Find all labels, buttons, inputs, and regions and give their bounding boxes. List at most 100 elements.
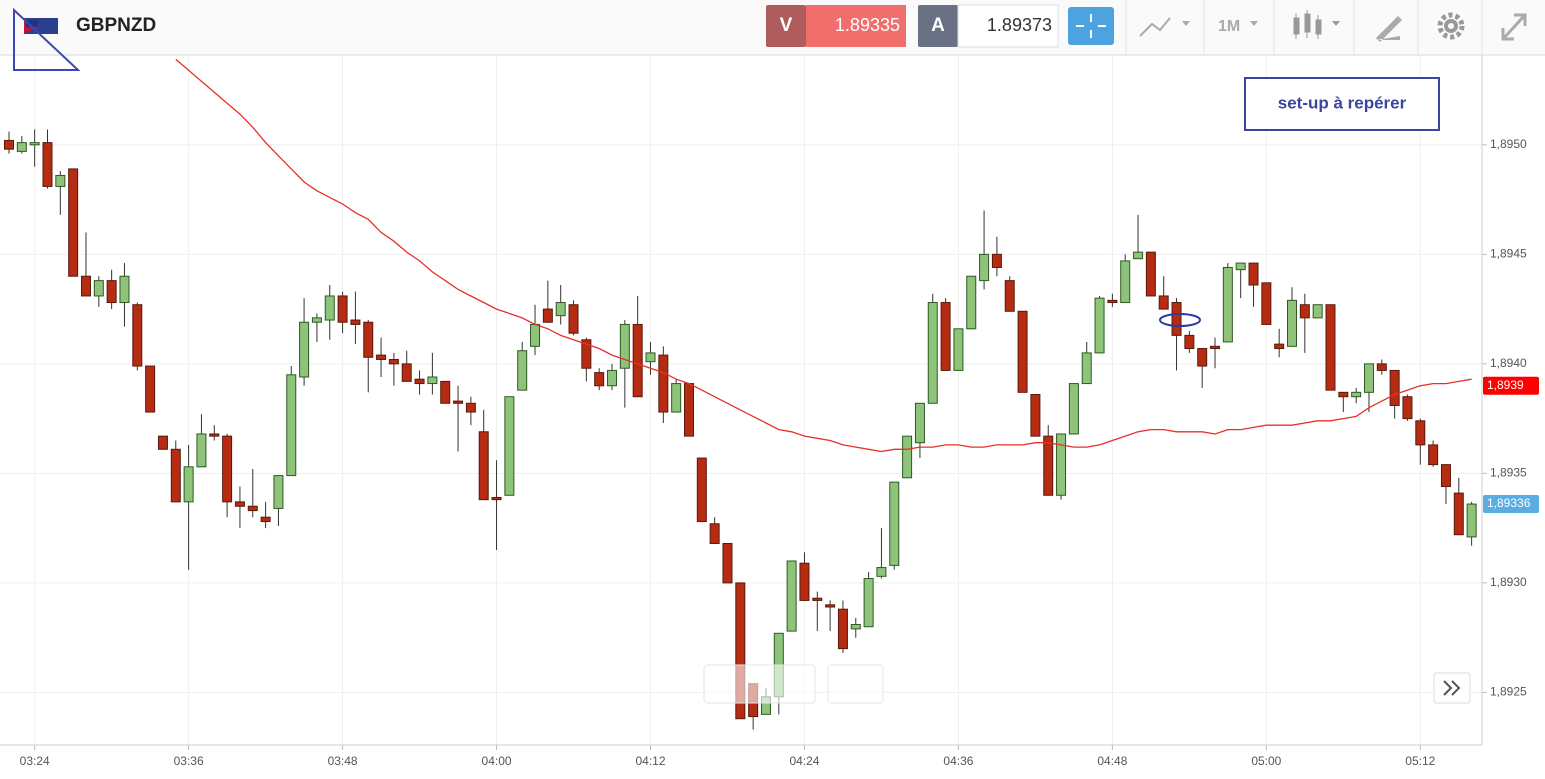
candle-body	[863, 578, 874, 628]
candle-body	[42, 142, 53, 187]
candle-body	[1287, 299, 1297, 347]
x-tick-label: 03:36	[174, 754, 204, 768]
candle-body	[4, 139, 14, 150]
candle-body	[324, 295, 335, 321]
annotation: set-up à repérer	[1278, 93, 1407, 112]
y-tick-label: 1,8940	[1490, 356, 1527, 370]
candle-body	[812, 597, 823, 601]
candle-body	[16, 142, 27, 152]
candle-body	[1107, 299, 1118, 304]
x-tick-label: 04:12	[635, 754, 665, 768]
x-tick-label: 05:12	[1405, 754, 1435, 768]
symbol: GBPNZD	[76, 15, 156, 36]
candle-body	[1299, 304, 1310, 319]
candle-body	[234, 501, 245, 507]
candle-style-button[interactable]	[1293, 10, 1340, 39]
candle-body	[1171, 302, 1182, 336]
candle-body	[363, 321, 374, 358]
candle-body	[722, 542, 733, 584]
candle-body	[1133, 251, 1144, 260]
candle-body	[799, 562, 810, 601]
candle-body	[927, 302, 938, 404]
annotation-box	[1244, 77, 1440, 131]
candle-body	[658, 354, 669, 413]
candle-body	[388, 358, 399, 365]
candle-body	[530, 323, 541, 347]
sell-button[interactable]: V 1.89335	[766, 5, 906, 47]
price-badge-label: 1,89336	[1487, 496, 1531, 510]
candle-body	[209, 433, 220, 437]
candle-body	[914, 402, 925, 444]
candle-body	[1351, 391, 1362, 398]
crosshair-button[interactable]	[1068, 7, 1114, 45]
candle-body	[222, 435, 233, 503]
candle-body	[1017, 310, 1028, 393]
candle-body	[683, 383, 694, 437]
candle-body	[1389, 369, 1400, 406]
candle-body	[1030, 394, 1041, 437]
candle-body	[491, 496, 502, 501]
candle-body	[953, 328, 964, 371]
candle-body	[607, 369, 618, 387]
x-tick-label: 03:48	[328, 754, 358, 768]
candle-body	[453, 400, 464, 404]
candle-body	[1222, 266, 1233, 343]
plot-area: 1,8925 1,8930 1,8935 1,8940 1,8945 1,8950 03:2…	[0, 55, 1539, 768]
candle-body	[1120, 260, 1131, 304]
candle-body	[299, 321, 310, 378]
y-tick-label: 1,8935	[1490, 466, 1527, 480]
y-tick-label: 1,8945	[1490, 247, 1527, 261]
candle-body	[1184, 334, 1195, 350]
candle-body	[786, 560, 797, 632]
timeframe-button[interactable]: 1M	[1218, 18, 1258, 35]
fullscreen-button[interactable]	[1501, 13, 1527, 41]
buy-label: A	[931, 15, 945, 36]
candle-body	[1466, 503, 1477, 538]
toolbar-separators	[1125, 0, 1483, 55]
draw-tool-button[interactable]	[1376, 16, 1402, 42]
candle-body	[837, 608, 848, 650]
price-badge	[1483, 376, 1539, 395]
candle-body	[568, 304, 579, 334]
candle-body	[1235, 262, 1246, 271]
candle-body	[1453, 492, 1464, 536]
overlay-panel	[703, 664, 816, 704]
candle-body	[1402, 396, 1413, 420]
candle-body	[68, 168, 79, 277]
candle-body	[414, 378, 425, 385]
candle-body	[555, 302, 566, 317]
candle-body	[132, 304, 143, 367]
candle-body	[645, 352, 656, 363]
chart-type-button[interactable]	[1139, 17, 1190, 37]
y-tick-label: 1,8925	[1490, 685, 1527, 699]
overlay-panel	[827, 664, 884, 704]
candle-body	[1261, 282, 1272, 325]
candle-body	[542, 308, 553, 323]
candle-body	[979, 253, 990, 282]
x-tick-label: 05:00	[1251, 754, 1281, 768]
buy-price: 1.89373	[987, 15, 1052, 35]
candle-body	[1094, 297, 1105, 354]
candle-body	[311, 317, 322, 323]
candle-body	[350, 319, 361, 325]
timeframe: 1M	[1218, 18, 1240, 35]
candle-body	[376, 354, 387, 360]
x-tick-label: 04:24	[789, 754, 819, 768]
x-tick-label: 04:48	[1097, 754, 1127, 768]
candle-body	[1415, 420, 1426, 446]
flag-icon	[24, 18, 58, 34]
candle-body	[478, 431, 489, 501]
candle-body	[1043, 435, 1054, 496]
candle-body	[1325, 304, 1336, 391]
candle-body	[1428, 444, 1439, 466]
candle-body	[902, 435, 913, 479]
buy-button[interactable]: A 1.89373	[918, 4, 1059, 48]
candle-body	[260, 516, 271, 523]
candle-body	[29, 142, 40, 146]
candle-body	[247, 505, 258, 512]
settings-button[interactable]	[1437, 12, 1465, 40]
candle-body	[889, 481, 900, 566]
candle-body	[581, 339, 592, 369]
scroll-right-button[interactable]	[1433, 672, 1471, 704]
